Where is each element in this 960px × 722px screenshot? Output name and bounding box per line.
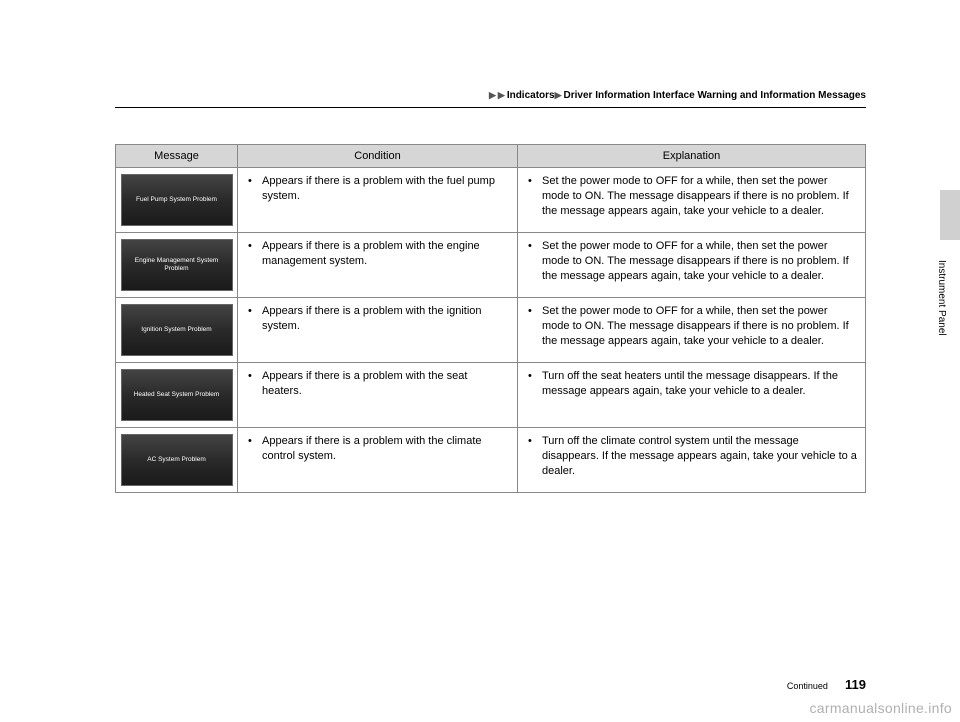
watermark: carmanualsonline.info [810, 700, 953, 716]
messages-table: Message Condition Explanation Fuel Pump … [115, 144, 866, 493]
section-label: Instrument Panel [936, 260, 947, 336]
continued-label: Continued [787, 681, 828, 691]
breadcrumb-arrow-icon: ▶ [498, 90, 505, 100]
header-rule [115, 107, 866, 108]
breadcrumb-arrow-icon: ▶ [555, 90, 562, 100]
table-row: Heated Seat System Problem Appears if th… [116, 363, 866, 428]
message-display: Fuel Pump System Problem [121, 174, 233, 226]
table-row: AC System Problem Appears if there is a … [116, 428, 866, 493]
table-header-condition: Condition [238, 145, 518, 168]
condition-text: Appears if there is a problem with the s… [258, 369, 509, 399]
breadcrumb-arrow-icon: ▶ [489, 90, 496, 100]
table-header-message: Message [116, 145, 238, 168]
message-display: Ignition System Problem [121, 304, 233, 356]
explanation-text: Set the power mode to OFF for a while, t… [538, 174, 857, 219]
page-footer: Continued 119 [787, 677, 866, 692]
explanation-text: Turn off the seat heaters until the mess… [538, 369, 857, 399]
breadcrumb-level2: Driver Information Interface Warning and… [564, 90, 866, 101]
breadcrumb-level1: Indicators [507, 90, 555, 101]
page-number: 119 [845, 677, 866, 692]
explanation-text: Set the power mode to OFF for a while, t… [538, 304, 857, 349]
condition-text: Appears if there is a problem with the f… [258, 174, 509, 204]
explanation-text: Set the power mode to OFF for a while, t… [538, 239, 857, 284]
table-row: Ignition System Problem Appears if there… [116, 298, 866, 363]
condition-text: Appears if there is a problem with the i… [258, 304, 509, 334]
explanation-text: Turn off the climate control system unti… [538, 434, 857, 479]
message-display: Engine Management System Problem [121, 239, 233, 291]
message-display: AC System Problem [121, 434, 233, 486]
section-tab [940, 190, 960, 240]
breadcrumb: ▶▶Indicators▶Driver Information Interfac… [115, 90, 866, 101]
table-header-explanation: Explanation [518, 145, 866, 168]
table-row: Engine Management System Problem Appears… [116, 233, 866, 298]
condition-text: Appears if there is a problem with the e… [258, 239, 509, 269]
condition-text: Appears if there is a problem with the c… [258, 434, 509, 464]
table-row: Fuel Pump System Problem Appears if ther… [116, 168, 866, 233]
message-display: Heated Seat System Problem [121, 369, 233, 421]
